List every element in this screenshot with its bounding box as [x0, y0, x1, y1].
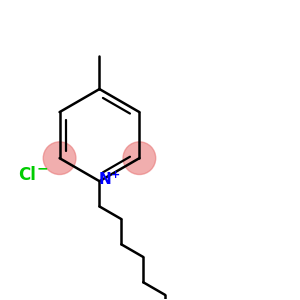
Text: +: +: [111, 170, 120, 180]
Text: −: −: [36, 162, 48, 176]
Circle shape: [43, 142, 76, 175]
Text: Cl: Cl: [18, 166, 36, 184]
Text: N: N: [98, 172, 111, 187]
Circle shape: [123, 142, 156, 175]
